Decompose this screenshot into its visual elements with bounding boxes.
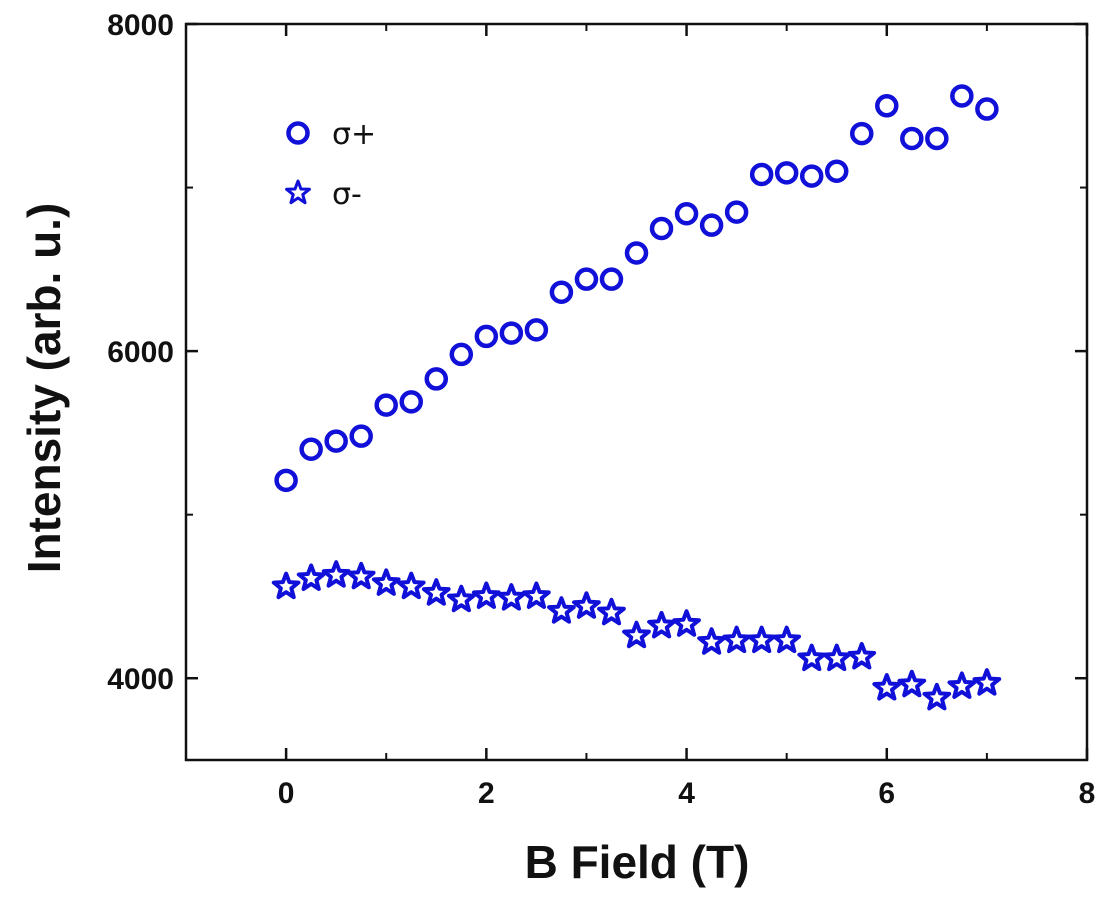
x-tick-label: 8 <box>1079 777 1096 810</box>
data-point-circle <box>799 164 824 188</box>
data-point-star <box>947 671 977 699</box>
series-star <box>271 560 1002 711</box>
data-point-star <box>822 643 852 672</box>
data-point-star <box>421 578 451 606</box>
data-point-circle <box>399 390 423 414</box>
data-point-circle <box>324 429 348 453</box>
plot-border <box>184 22 1089 762</box>
data-point-circle <box>774 161 799 185</box>
data-series-layer <box>271 84 1002 711</box>
data-point-star <box>697 627 726 655</box>
data-point-star <box>772 625 802 654</box>
x-tick-label: 4 <box>678 777 695 810</box>
data-point-circle <box>574 267 599 291</box>
data-point-circle <box>499 321 524 345</box>
data-point-star <box>371 568 401 596</box>
data-point-circle <box>749 162 774 187</box>
data-point-star <box>647 610 676 639</box>
data-point-circle <box>674 201 699 226</box>
data-point-circle <box>649 216 674 241</box>
data-point-circle <box>850 121 874 146</box>
axis-ticks <box>185 22 1089 760</box>
data-point-circle <box>900 126 924 151</box>
data-point-circle <box>349 424 373 448</box>
data-point-star <box>922 682 952 711</box>
data-point-circle <box>274 468 298 493</box>
data-point-circle <box>549 280 574 304</box>
data-point-star <box>271 571 301 600</box>
data-point-star <box>897 669 927 698</box>
x-tick-label: 2 <box>478 777 495 810</box>
data-point-star <box>522 581 551 609</box>
y-axis-title: Intensity (arb. u.) <box>18 203 70 574</box>
data-point-star <box>597 597 626 626</box>
data-point-star <box>872 673 902 701</box>
y-tick-label: 8000 <box>107 9 174 42</box>
data-point-circle <box>449 342 474 367</box>
plot-frame <box>184 22 1089 762</box>
data-point-star <box>572 591 601 619</box>
data-point-star <box>722 625 751 654</box>
data-point-circle <box>474 324 499 349</box>
data-point-circle <box>699 213 724 237</box>
data-point-star <box>471 581 501 609</box>
data-point-star <box>847 641 877 670</box>
data-point-circle <box>599 267 624 291</box>
legend-label: σ+ <box>332 117 376 152</box>
data-point-circle <box>975 97 999 121</box>
data-point-star <box>672 609 701 637</box>
axis-tick-labels: 0 2 4 6 8 4000 6000 8000 <box>107 9 1095 810</box>
legend-star-marker <box>285 179 311 205</box>
data-point-circle <box>374 393 398 417</box>
legend-circle-marker <box>286 121 310 145</box>
data-point-star <box>622 620 651 649</box>
data-point-star <box>446 584 476 613</box>
x-tick-label: 6 <box>878 777 895 810</box>
data-point-star <box>321 560 351 588</box>
legend-label: σ- <box>332 177 362 212</box>
data-point-circle <box>624 241 649 265</box>
series-circle <box>274 84 999 493</box>
data-point-star <box>296 563 326 591</box>
data-point-circle <box>925 126 949 151</box>
data-point-circle <box>524 318 549 342</box>
data-point-star <box>972 668 1002 696</box>
data-point-star <box>497 583 526 611</box>
data-point-circle <box>299 437 323 461</box>
data-point-star <box>747 625 776 654</box>
data-point-star <box>547 596 576 624</box>
data-point-circle <box>824 159 849 183</box>
data-point-star <box>346 561 376 590</box>
data-point-star <box>797 643 827 672</box>
x-tick-label: 0 <box>278 777 295 810</box>
data-point-circle <box>950 84 974 108</box>
data-point-circle <box>875 94 899 118</box>
y-tick-label: 6000 <box>107 336 174 369</box>
data-point-star <box>396 571 426 600</box>
y-tick-label: 4000 <box>107 663 174 696</box>
legend: σ+ σ- <box>285 117 376 212</box>
x-axis-title: B Field (T) <box>525 836 750 888</box>
data-point-circle <box>724 200 749 224</box>
data-point-circle <box>424 367 449 391</box>
